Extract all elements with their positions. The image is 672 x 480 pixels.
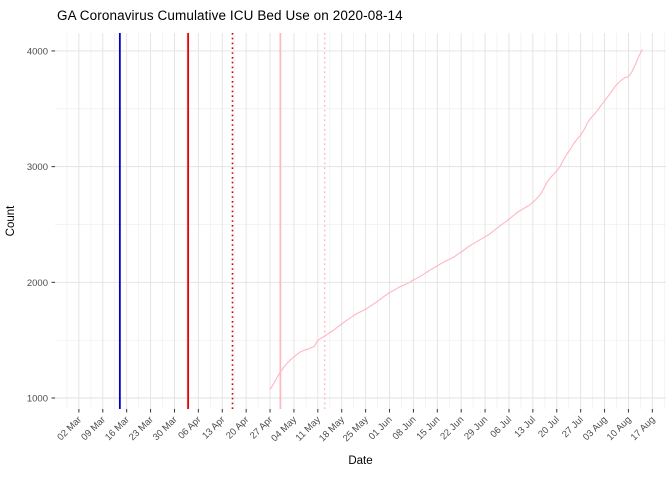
x-tick-label: 06 Jul bbox=[488, 414, 514, 440]
x-tick-label: 09 Mar bbox=[79, 414, 108, 443]
x-tick-label: 03 Aug bbox=[581, 414, 610, 443]
x-tick-label: 20 Jul bbox=[536, 414, 562, 440]
x-tick-label: 10 Aug bbox=[605, 414, 634, 443]
x-tick-label: 13 Apr bbox=[200, 414, 227, 441]
x-tick-label: 02 Mar bbox=[55, 414, 84, 443]
series-line-cumulative-icu-bed-use bbox=[269, 49, 643, 390]
y-tick-label: 2000 bbox=[27, 278, 48, 289]
x-tick-label: 22 Jun bbox=[438, 414, 466, 442]
x-tick-label: 13 Jul bbox=[512, 414, 538, 440]
x-tick-label: 29 Jun bbox=[462, 414, 490, 442]
y-axis-title: Count bbox=[5, 205, 17, 236]
x-tick-label: 23 Mar bbox=[127, 414, 156, 443]
x-tick-label: 16 Mar bbox=[103, 414, 132, 443]
y-tick-label: 1000 bbox=[27, 394, 48, 405]
x-tick-label: 01 Jun bbox=[367, 414, 395, 442]
x-tick-label: 30 Mar bbox=[151, 414, 180, 443]
x-tick-label: 17 Aug bbox=[629, 414, 658, 443]
x-tick-label: 08 Jun bbox=[391, 414, 419, 442]
y-tick-label: 3000 bbox=[27, 162, 48, 173]
x-tick-label: 20 Apr bbox=[224, 414, 251, 441]
x-tick-label: 04 May bbox=[269, 414, 299, 444]
y-tick-label: 4000 bbox=[27, 46, 48, 57]
chart-title: GA Coronavirus Cumulative ICU Bed Use on… bbox=[57, 8, 403, 23]
x-tick-label: 06 Apr bbox=[176, 414, 203, 441]
x-tick-label: 25 May bbox=[341, 414, 371, 444]
x-tick-label: 18 May bbox=[317, 414, 347, 444]
x-axis-title: Date bbox=[348, 455, 372, 467]
x-tick-label: 15 Jun bbox=[414, 414, 442, 442]
